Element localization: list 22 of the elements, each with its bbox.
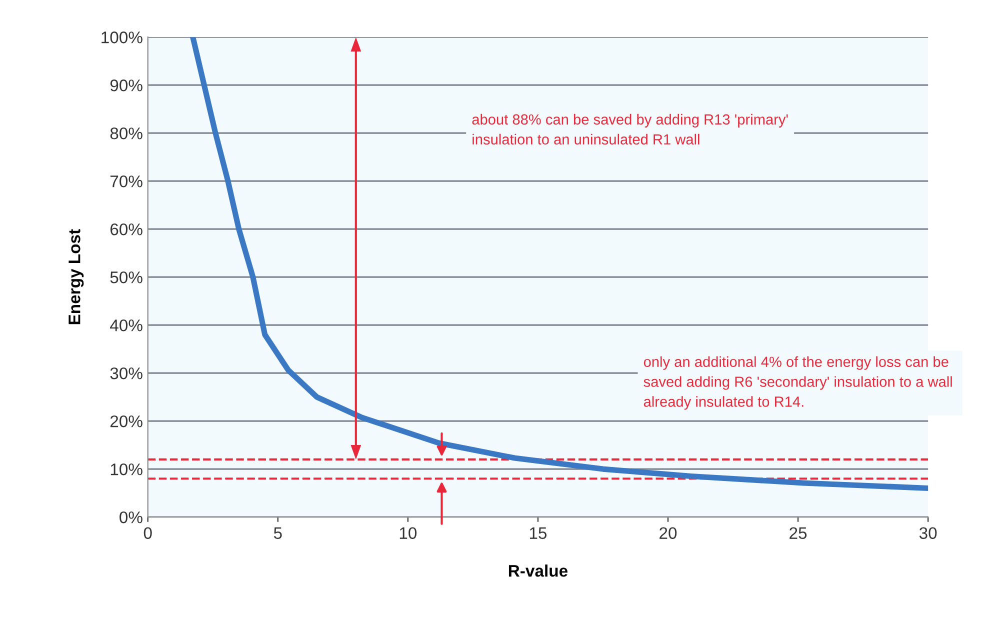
y-tick-label: 60% — [110, 223, 142, 236]
x-tick-label: 30 — [919, 527, 937, 539]
x-tick-label: 5 — [274, 527, 282, 539]
annotation: about 88% can be saved by adding R13 'primary' insulation to an uninsulated R1 wall — [472, 114, 788, 145]
y-tick-label: 90% — [110, 80, 142, 92]
y-axis-title: Energy Lost — [68, 229, 84, 324]
x-tick-label: 0 — [144, 527, 152, 539]
x-axis-title: R-value — [508, 564, 568, 577]
y-tick-label: 70% — [110, 175, 142, 188]
x-tick-label: 25 — [790, 527, 807, 539]
x-tick-label: 10 — [400, 527, 417, 539]
y-tick-label: 50% — [110, 271, 142, 284]
annotation: only an additional 4% of the energy loss can be saved adding R6 'secondary' insulation to a wall already insulated to R14. — [644, 356, 952, 410]
y-tick-label: 80% — [110, 127, 142, 140]
y-tick-label: 40% — [110, 319, 142, 332]
y-tick-label: 0% — [120, 511, 142, 524]
y-tick-label: 30% — [110, 367, 142, 380]
y-tick-label: 10% — [110, 463, 142, 476]
x-tick-label: 20 — [660, 527, 677, 539]
y-tick-label: 20% — [110, 415, 142, 428]
x-tick-label: 15 — [530, 527, 547, 539]
y-tick-label: 100% — [102, 32, 142, 44]
